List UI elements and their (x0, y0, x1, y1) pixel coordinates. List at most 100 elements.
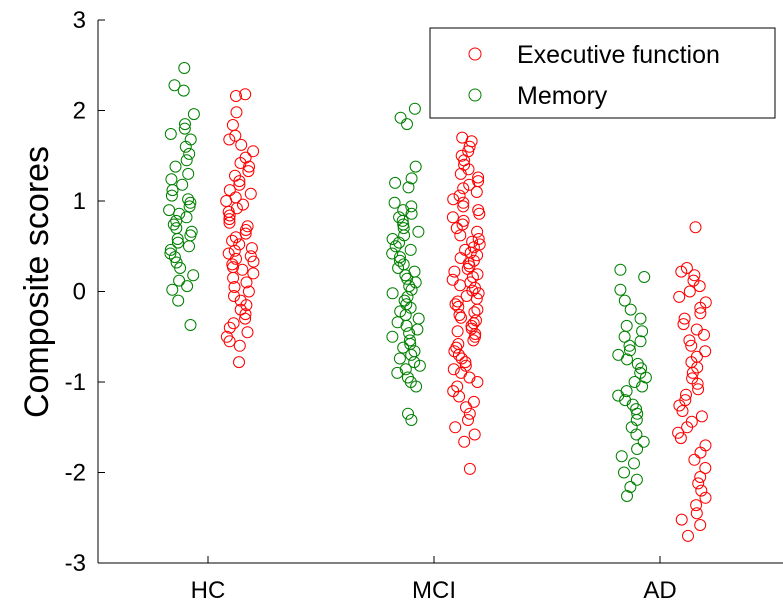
data-point (447, 363, 460, 376)
data-point (624, 481, 637, 493)
data-point (413, 359, 426, 372)
data-point (698, 328, 710, 341)
data-point (391, 316, 404, 329)
data-point (247, 145, 260, 158)
legend-marker-memory (468, 88, 482, 102)
data-point (391, 366, 404, 379)
data-point (180, 211, 193, 224)
data-point (164, 243, 177, 256)
data-point (182, 167, 195, 180)
data-point (410, 380, 423, 393)
data-point (675, 513, 688, 526)
data-point (409, 276, 422, 289)
data-point (386, 233, 399, 245)
data-point (394, 111, 407, 124)
data-point (694, 519, 707, 531)
data-point (223, 184, 236, 197)
data-point (173, 207, 186, 220)
data-point (637, 435, 650, 448)
data-point (402, 181, 415, 194)
data-point (672, 426, 685, 439)
data-point (631, 407, 644, 420)
data-point (699, 491, 712, 504)
data-point (467, 395, 480, 408)
data-point (690, 499, 703, 512)
data-point (472, 287, 485, 300)
data-point (454, 279, 467, 292)
data-point (242, 165, 255, 178)
data-point (459, 356, 472, 369)
data-point (397, 222, 410, 235)
x-tick-label: MCI (412, 577, 456, 604)
data-point (233, 339, 246, 352)
data-point (405, 348, 418, 361)
legend: Executive function Memory (429, 27, 776, 119)
data-point (244, 250, 257, 263)
data-point (471, 303, 484, 316)
data-point (169, 160, 182, 173)
data-point (237, 198, 249, 211)
data-point (233, 175, 246, 188)
data-point (695, 410, 708, 423)
data-point (699, 462, 712, 474)
tick-labels: -3 -2 -1 0 1 2 3 HC MCI AD (65, 7, 677, 604)
data-point (449, 421, 462, 434)
data-point (463, 462, 476, 475)
data-point (453, 390, 466, 403)
data-point (243, 160, 256, 173)
data-point (228, 290, 240, 302)
data-point (448, 345, 461, 358)
data-point (405, 172, 418, 185)
data-point (412, 225, 425, 238)
legend-marker-executive-function (468, 47, 482, 61)
data-point (457, 182, 470, 195)
y-tick-label: -3 (65, 550, 86, 577)
data-point (619, 394, 632, 407)
data-point (166, 283, 179, 296)
data-point (692, 383, 705, 396)
data-point (408, 356, 421, 369)
data-point (457, 214, 470, 227)
data-point (163, 204, 176, 217)
data-point (397, 341, 410, 354)
data-point (683, 334, 696, 347)
data-point (401, 272, 414, 285)
data-point (223, 133, 236, 146)
data-point (242, 285, 255, 298)
data-point (638, 271, 651, 283)
data-point (386, 330, 399, 343)
data-point (473, 207, 486, 220)
data-point (673, 290, 686, 303)
data-point (636, 325, 649, 338)
data-point (458, 435, 471, 448)
data-point (460, 401, 472, 414)
data-point (392, 262, 405, 274)
data-point (676, 405, 689, 417)
data-point (411, 323, 424, 336)
data-point (457, 200, 470, 213)
data-point (468, 306, 481, 319)
data-point (634, 335, 647, 348)
data-point (389, 240, 402, 253)
data-point (227, 271, 240, 284)
data-point (471, 376, 484, 388)
data-point (458, 158, 471, 171)
data-point (183, 147, 196, 160)
data-point (183, 200, 196, 213)
data-point (621, 353, 633, 366)
data-point (455, 311, 467, 324)
y-tick-label: -2 (65, 460, 86, 487)
data-point (405, 200, 418, 213)
data-point (449, 298, 462, 311)
data-point (615, 450, 628, 463)
data-point (399, 363, 412, 376)
y-tick-label: 1 (73, 188, 86, 215)
data-point (182, 193, 195, 206)
data-point (612, 389, 625, 402)
x-tick-label: HC (191, 577, 226, 604)
data-point (677, 318, 690, 331)
data-point (228, 244, 241, 257)
data-point (630, 428, 643, 441)
data-point (631, 357, 644, 370)
